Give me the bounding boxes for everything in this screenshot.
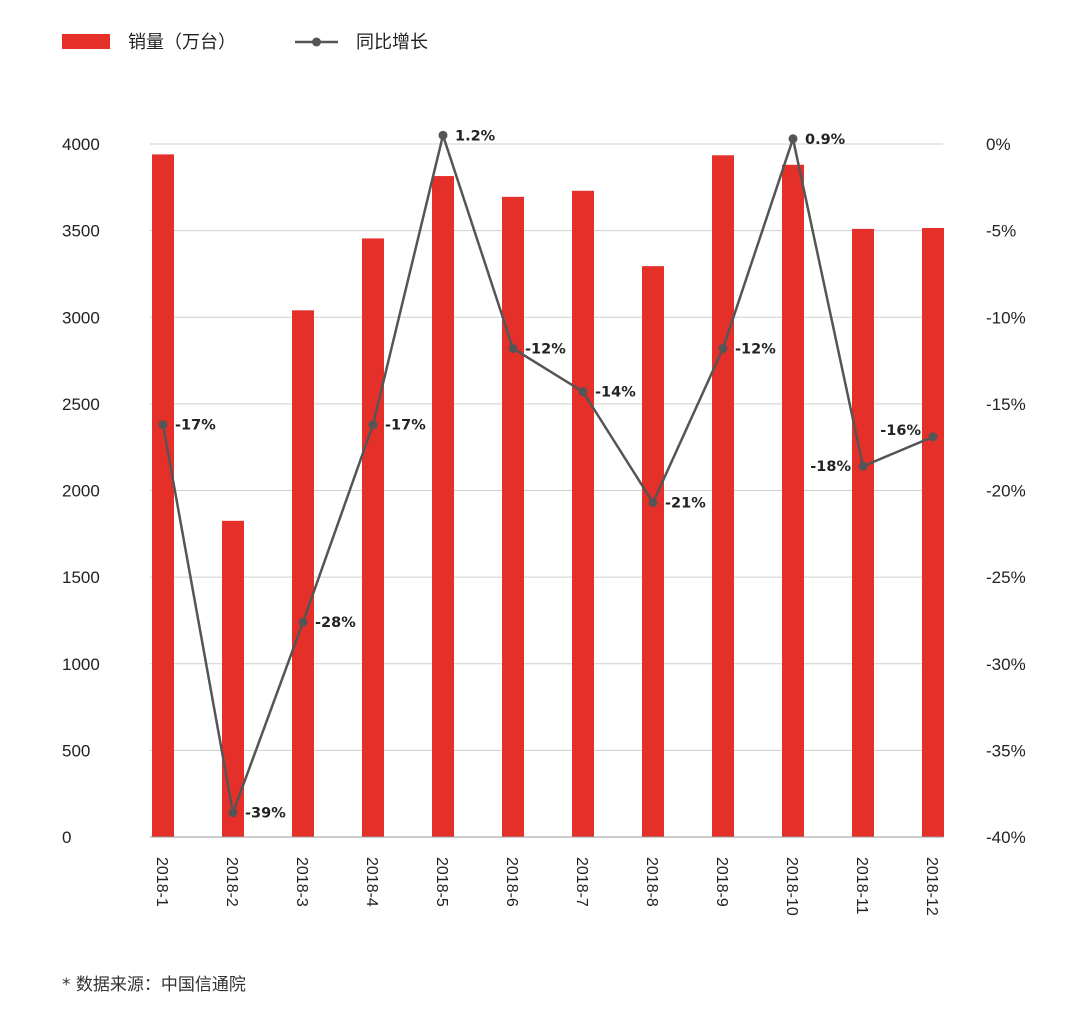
growth-point	[508, 343, 518, 353]
legend-line-label: 同比增长	[356, 32, 428, 53]
left-tick-label: 1500	[62, 568, 100, 587]
bar	[362, 238, 384, 837]
x-tick-label: 2018-8	[643, 857, 660, 907]
growth-data-label: -12%	[735, 341, 776, 357]
line-data-labels: -17% -39% -28% -17% 1.2% -12% -14% -21% -12% 0.9%…	[175, 128, 921, 821]
bar	[152, 154, 174, 837]
x-tick-label: 2018-1	[153, 857, 170, 907]
growth-data-label: -17%	[385, 418, 426, 434]
bar	[642, 266, 664, 837]
growth-point	[368, 420, 378, 430]
legend-bar-label: 销量（万台）	[128, 32, 236, 53]
bar-series	[152, 154, 944, 838]
growth-point	[438, 130, 448, 140]
bar	[222, 520, 244, 837]
left-tick-label: 3500	[62, 222, 100, 241]
x-tick-label: 2018-6	[503, 857, 520, 907]
right-axis-ticks: -40% -35% -30% -25% -20% -15% -10% -5% 0%	[986, 135, 1026, 847]
growth-data-label: 0.9%	[805, 132, 846, 148]
x-tick-label: 2018-7	[573, 857, 590, 907]
growth-data-label: -18%	[810, 459, 851, 475]
source-note: * 数据来源：中国信通院	[62, 975, 246, 995]
growth-point	[578, 387, 588, 397]
right-tick-label: -40%	[986, 828, 1026, 847]
left-tick-label: 4000	[62, 135, 100, 154]
growth-data-label: -28%	[315, 615, 356, 631]
x-tick-label: 2018-2	[223, 857, 240, 907]
legend-bar-swatch	[62, 34, 110, 49]
bar	[292, 310, 314, 837]
right-tick-label: -10%	[986, 308, 1026, 327]
growth-point	[228, 808, 238, 818]
gridlines	[150, 143, 943, 751]
left-tick-label: 3000	[62, 308, 100, 327]
legend: 销量（万台） 同比增长	[62, 32, 428, 53]
right-tick-label: -30%	[986, 655, 1026, 674]
growth-point	[158, 420, 168, 430]
growth-data-label: -39%	[245, 806, 286, 822]
growth-point	[788, 134, 798, 144]
growth-data-label: -12%	[525, 341, 566, 357]
growth-data-label: -21%	[665, 496, 706, 512]
growth-point	[928, 432, 938, 442]
x-tick-label: 2018-9	[713, 857, 730, 907]
left-tick-label: 2500	[62, 395, 100, 414]
x-tick-label: 2018-4	[363, 857, 380, 907]
line-series	[158, 130, 938, 818]
growth-point	[648, 498, 658, 508]
growth-data-label: 1.2%	[455, 128, 496, 144]
x-axis-ticks: 2018-1 2018-2 2018-3 2018-4 2018-5 2018-6 2018…	[153, 857, 940, 916]
right-tick-label: -35%	[986, 741, 1026, 760]
growth-data-label: -14%	[595, 385, 636, 401]
left-tick-label: 2000	[62, 482, 100, 501]
x-tick-label: 2018-12	[923, 857, 940, 916]
bar	[782, 164, 804, 838]
bar	[572, 190, 594, 838]
legend-line-marker	[312, 37, 321, 47]
bar	[852, 228, 874, 837]
right-tick-label: 0%	[986, 135, 1011, 154]
x-tick-label: 2018-3	[293, 857, 310, 907]
growth-point	[858, 461, 868, 471]
right-tick-label: -15%	[986, 395, 1026, 414]
growth-line	[161, 134, 934, 814]
bar	[502, 196, 524, 837]
left-tick-label: 1000	[62, 655, 100, 674]
left-axis-ticks: 0 500 1000 1500 2000 2500 3000 3500 4000	[62, 135, 100, 847]
growth-point	[718, 343, 728, 353]
right-tick-label: -5%	[986, 222, 1016, 241]
x-tick-label: 2018-10	[783, 857, 800, 916]
growth-data-label: -17%	[175, 418, 216, 434]
right-tick-label: -25%	[986, 568, 1026, 587]
left-tick-label: 0	[62, 828, 71, 847]
bar	[712, 155, 734, 838]
growth-point	[298, 617, 308, 627]
x-tick-label: 2018-11	[853, 857, 870, 915]
x-tick-label: 2018-5	[433, 857, 450, 907]
left-tick-label: 500	[62, 741, 90, 760]
growth-data-label: -16%	[880, 423, 921, 439]
right-tick-label: -20%	[986, 482, 1026, 501]
bar	[432, 176, 454, 837]
bar	[922, 228, 944, 837]
